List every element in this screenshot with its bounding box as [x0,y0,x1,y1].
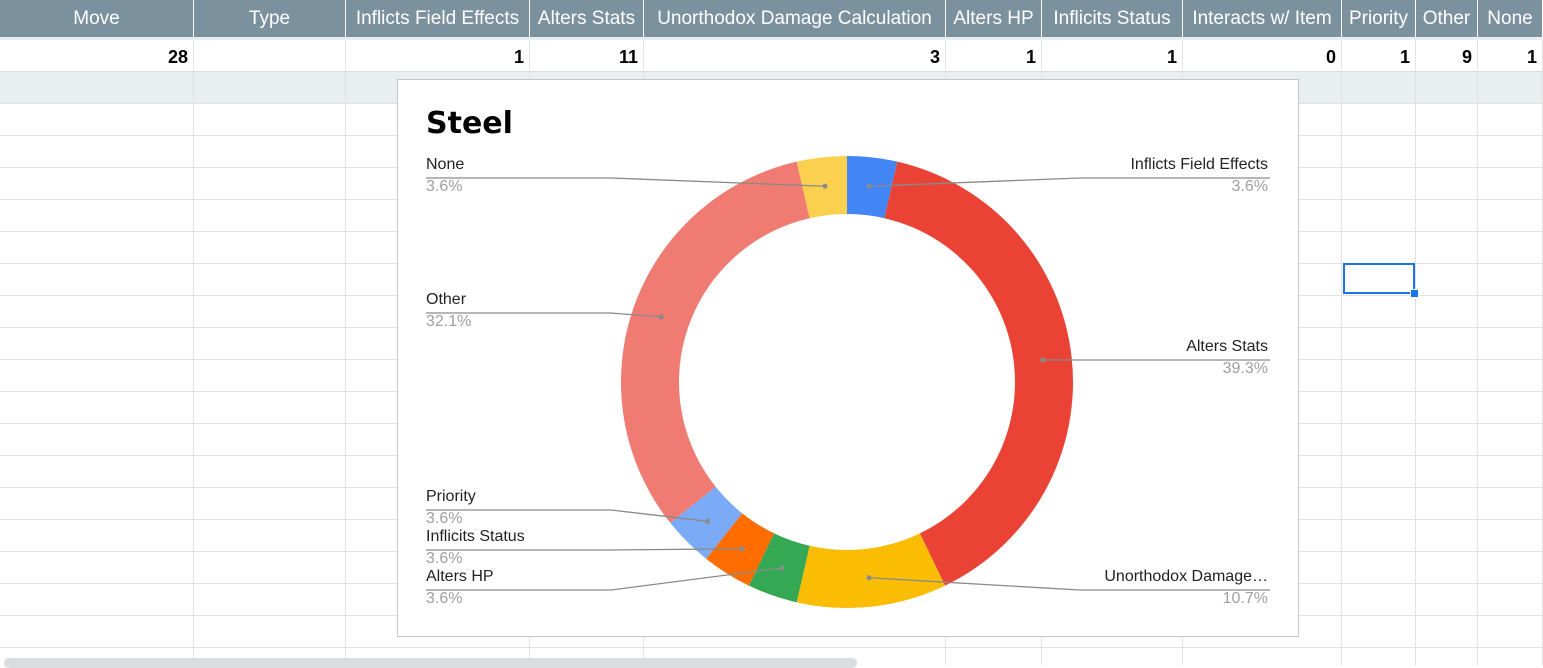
column-header[interactable]: None [1478,0,1543,37]
slice-label: Inflicts Field Effects [1130,156,1268,174]
column-header[interactable]: Unorthodox Damage Calculation [644,0,946,37]
slice-percent: 10.7% [1223,590,1268,608]
leader-dot [867,575,872,580]
column-header[interactable]: Inflicts Field Effects [346,0,530,37]
donut-slice[interactable] [621,162,810,523]
data-cell[interactable]: 1 [1342,40,1416,72]
data-cell[interactable]: 1 [1478,40,1543,72]
slice-label: None [426,156,464,174]
data-cell[interactable]: 11 [530,40,644,72]
chart-title: Steel [426,106,513,141]
column-header[interactable]: Interacts w/ Item [1183,0,1342,37]
slice-label: Priority [426,488,476,506]
grid-column-line [193,40,194,665]
data-cell[interactable]: 9 [1416,40,1478,72]
slice-percent: 3.6% [426,590,462,608]
grid-column-line [1477,40,1478,665]
horizontal-scrollbar[interactable] [4,658,857,668]
data-cell[interactable]: 3 [644,40,946,72]
data-cell[interactable]: 1 [346,40,530,72]
column-header[interactable]: Move [0,0,194,37]
leader-dot [1040,357,1045,362]
column-header[interactable]: Alters Stats [530,0,644,37]
column-header[interactable]: Other [1416,0,1478,37]
data-cell[interactable]: 0 [1183,40,1342,72]
slice-percent: 39.3% [1223,360,1268,378]
leader-dot [740,546,745,551]
slice-percent: 32.1% [426,313,471,331]
grid-column-line [1341,40,1342,665]
leader-dot [779,565,784,570]
leader-dot [867,184,872,189]
leader-dot [822,184,827,189]
slice-percent: 3.6% [426,510,462,528]
leader-dot [659,314,664,319]
data-cell[interactable]: 28 [0,40,194,72]
grid-column-line [1415,40,1416,665]
donut-slice[interactable] [797,533,945,608]
column-header[interactable]: Alters HP [946,0,1042,37]
data-cell[interactable]: 1 [946,40,1042,72]
donut-slice[interactable] [884,162,1073,586]
grid-column-line [345,40,346,665]
data-cell[interactable]: 1 [1042,40,1183,72]
leader-dot [705,519,710,524]
slice-label: Alters Stats [1186,338,1268,356]
column-header[interactable]: Type [194,0,346,37]
grid-row-line [0,647,1543,648]
slice-percent: 3.6% [426,178,462,196]
slice-percent: 3.6% [426,550,462,568]
column-header[interactable]: Inflicits Status [1042,0,1183,37]
slice-label: Unorthodox Damage… [1104,568,1268,586]
selected-cell[interactable] [1343,263,1415,294]
data-cell[interactable] [194,40,346,72]
fill-handle[interactable] [1410,289,1419,298]
slice-label: Alters HP [426,568,494,586]
column-header[interactable]: Priority [1342,0,1416,37]
leader-line [426,549,742,550]
slice-label: Inflicits Status [426,528,525,546]
donut-chart[interactable]: Steel Inflicts Field Effects 3.6% Alters S… [397,79,1299,637]
slice-percent: 3.6% [1232,178,1268,196]
slice-label: Other [426,291,466,309]
